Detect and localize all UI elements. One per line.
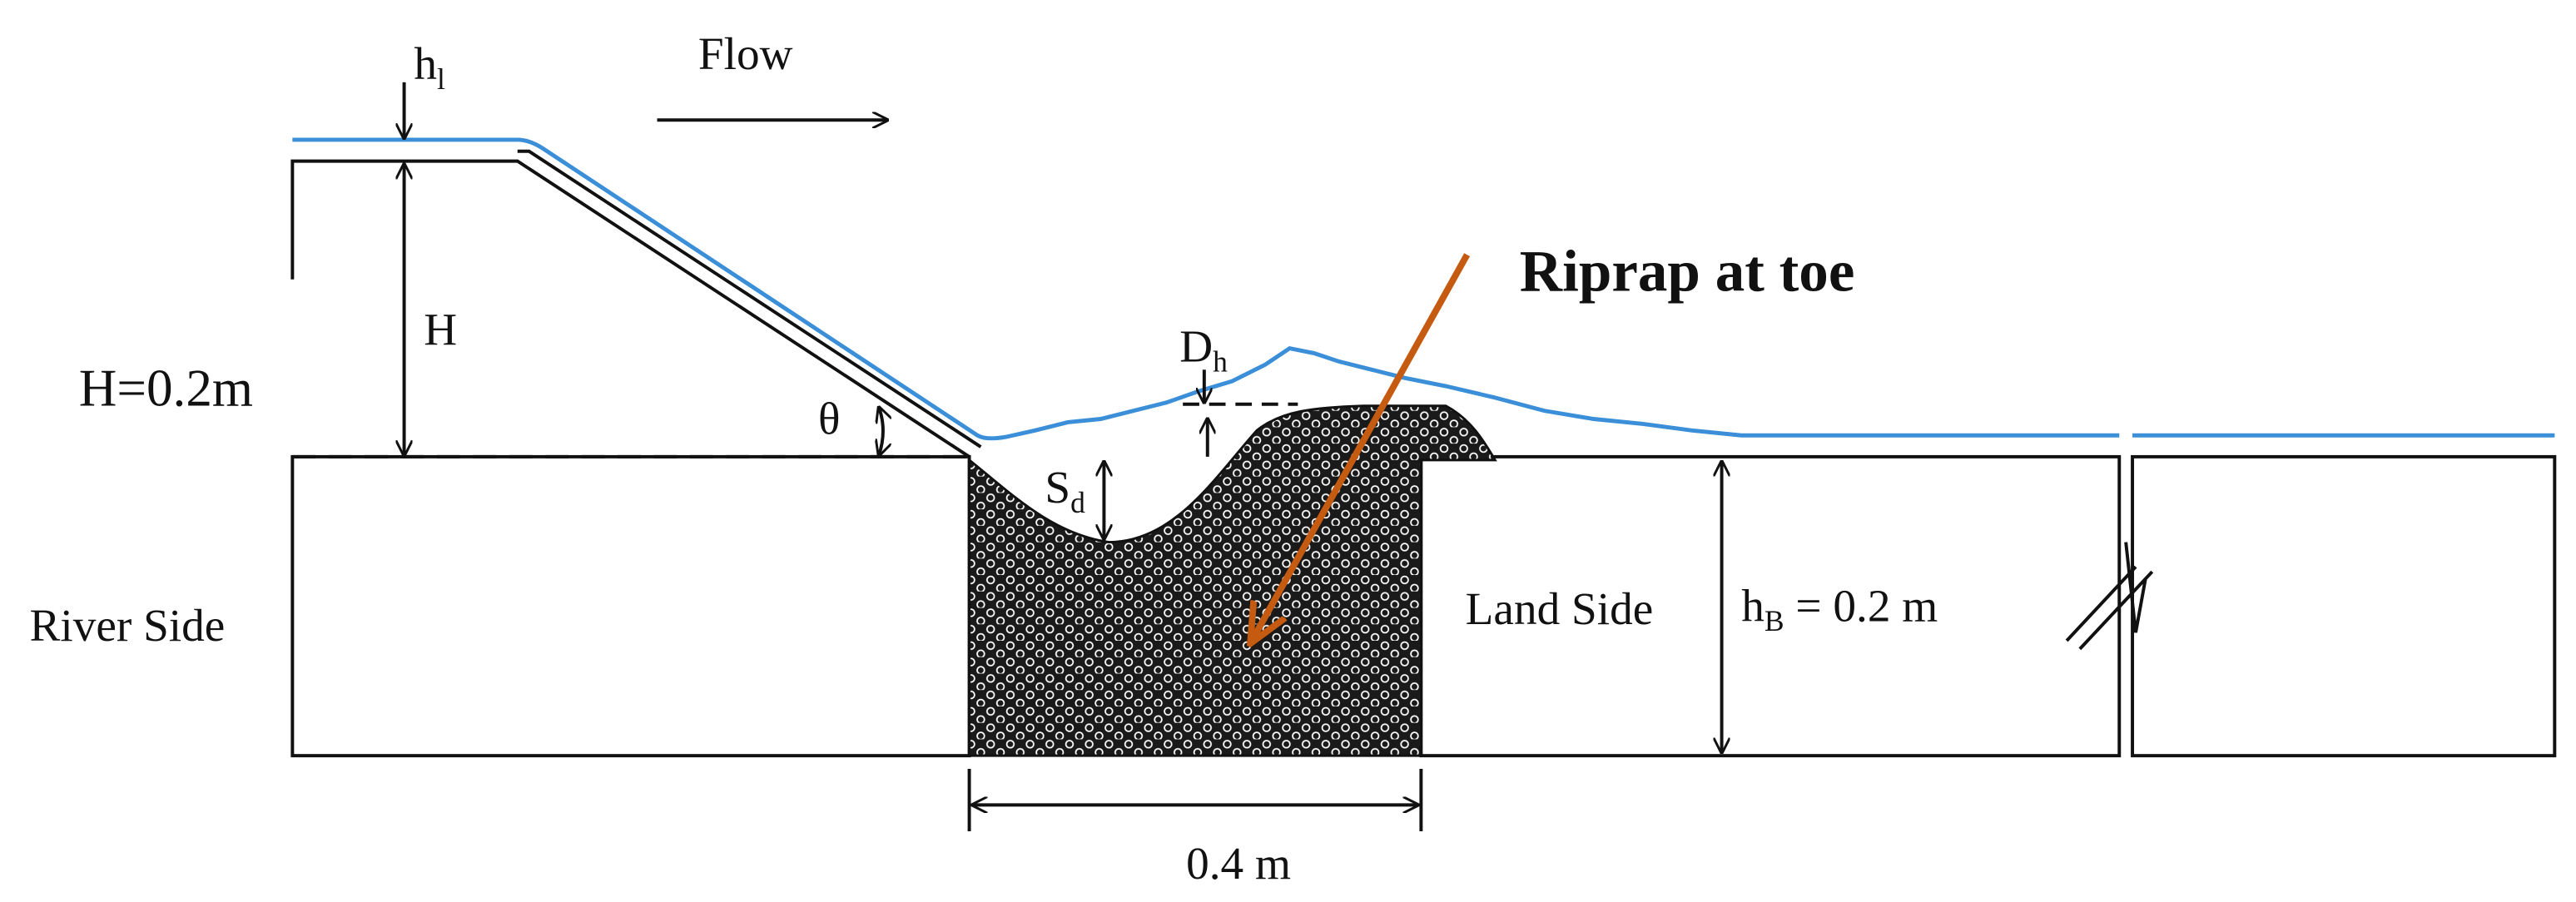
label-base: h: [1741, 580, 1764, 631]
h-label: H: [424, 305, 457, 355]
river-side-box: [290, 454, 971, 758]
hl-label: hl: [414, 38, 445, 96]
theta-label: θ: [818, 393, 840, 444]
dh-label: Dh: [1179, 320, 1228, 378]
label-sub: l: [437, 62, 445, 96]
water-surface: [292, 137, 2120, 441]
dike-outline: [290, 159, 970, 458]
riprap-label: Riprap at toe: [1520, 240, 1855, 305]
width-label: 0.4 m: [1186, 838, 1291, 889]
label-sub: d: [1070, 486, 1085, 519]
riprap-pointer: [1252, 253, 1471, 641]
break-mark: [2065, 542, 2154, 651]
label-rest: = 0.2 m: [1784, 580, 1938, 631]
theta-arc: [879, 408, 883, 455]
riprap: [968, 404, 1497, 757]
label-base: S: [1045, 462, 1070, 513]
dike-surface: [517, 149, 982, 449]
sd-label: Sd: [1045, 462, 1085, 519]
flow-label: Flow: [698, 28, 793, 79]
label-base: h: [414, 38, 437, 89]
far-box: [2131, 454, 2557, 758]
label-base: D: [1179, 320, 1213, 371]
label-sub: h: [1213, 344, 1228, 378]
hb-label: hB = 0.2 m: [1741, 580, 1938, 637]
label-sub: B: [1764, 604, 1784, 637]
land-side-label: Land Side: [1466, 583, 1654, 634]
h-value-label: H=0.2m: [79, 359, 253, 418]
river-side-label: River Side: [30, 600, 226, 651]
